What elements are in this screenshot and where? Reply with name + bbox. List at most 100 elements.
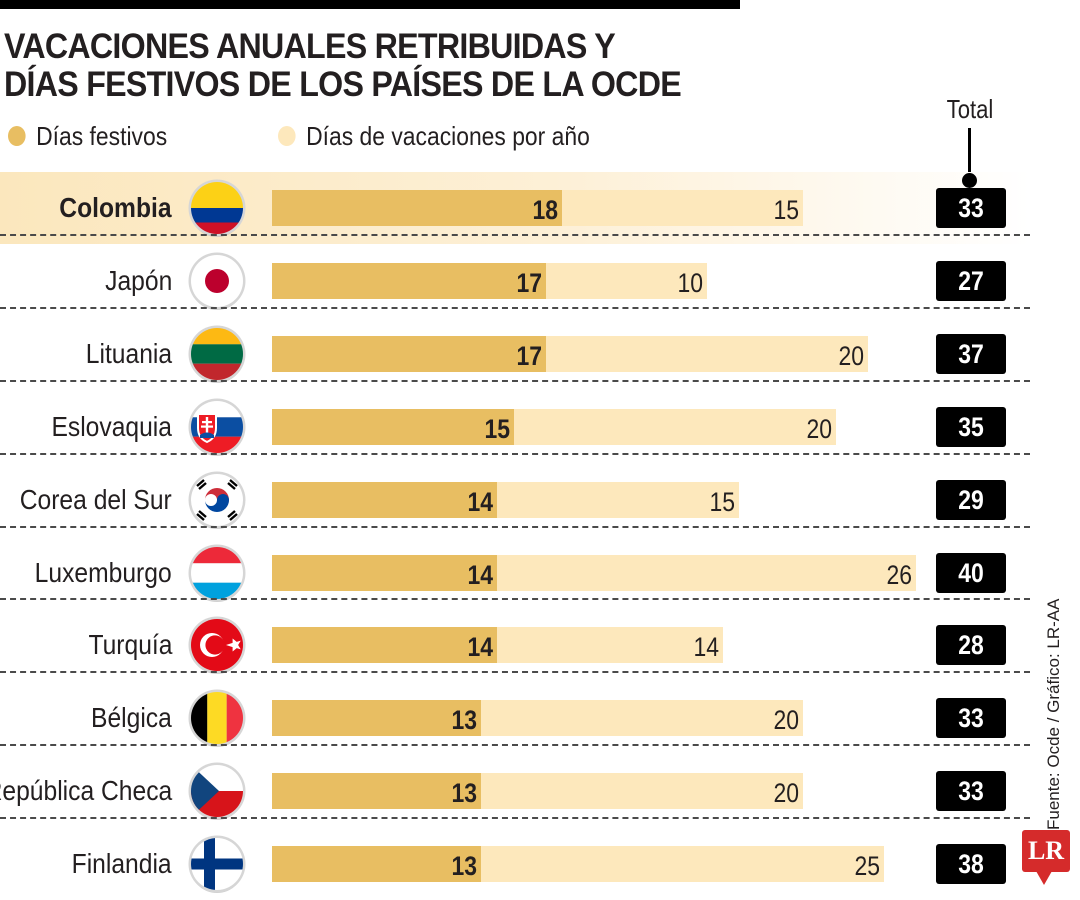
vacation-value-label: 15 bbox=[773, 195, 800, 225]
vacation-value-label: 26 bbox=[886, 559, 912, 590]
row-separator bbox=[0, 452, 1030, 455]
holidays-bar-corea-del-sur bbox=[272, 481, 498, 518]
total-value-label: 33 bbox=[958, 703, 984, 734]
holidays-bar-japon bbox=[272, 262, 546, 299]
row-separator bbox=[0, 233, 1030, 236]
vacation-bar-luxemburgo bbox=[497, 554, 916, 591]
chart-title: VACACIONES ANUALES RETRIBUIDAS Y DÍAS FE… bbox=[4, 27, 682, 104]
holidays-value-label: 17 bbox=[516, 267, 542, 298]
south-korea-flag-icon bbox=[188, 471, 246, 529]
holidays-bar-turquia bbox=[272, 627, 498, 664]
vacation-value-label: 20 bbox=[773, 705, 800, 736]
lithuania-flag-icon bbox=[188, 325, 246, 383]
vacation-bar-colombia bbox=[561, 190, 804, 226]
holidays-value-label: 14 bbox=[467, 559, 494, 590]
vacation-bar-corea-del-sur bbox=[497, 481, 739, 518]
country-label-lituania: Lituania bbox=[85, 337, 172, 369]
total-badge: 27 bbox=[936, 260, 1006, 301]
holidays-value-label: 13 bbox=[451, 778, 478, 809]
total-header-knob bbox=[962, 173, 977, 188]
holidays-bar-belgica bbox=[272, 700, 482, 737]
total-value-label: 40 bbox=[958, 557, 984, 588]
holidays-value-label: 18 bbox=[532, 195, 558, 225]
row-separator bbox=[0, 379, 1030, 382]
row-separator bbox=[0, 598, 1030, 601]
total-value-label: 37 bbox=[958, 338, 984, 369]
vacation-value-label: 10 bbox=[677, 267, 703, 298]
total-value-label: 33 bbox=[958, 776, 984, 807]
country-label-colombia: Colombia bbox=[59, 192, 172, 223]
lr-logo: LR bbox=[1022, 830, 1070, 872]
country-label-japon: Japón bbox=[104, 264, 172, 296]
top-rule bbox=[0, 0, 740, 9]
total-header-tick bbox=[968, 128, 971, 180]
vacation-bar-eslovaquia bbox=[513, 408, 836, 445]
holidays-bar-luxemburgo bbox=[272, 554, 498, 591]
vacation-value-label: 14 bbox=[693, 632, 719, 663]
total-badge: 28 bbox=[936, 625, 1006, 666]
country-label-belgica: Bélgica bbox=[91, 702, 172, 734]
row-separator bbox=[0, 671, 1030, 674]
country-label-finlandia: Finlandia bbox=[71, 848, 172, 880]
total-badge: 33 bbox=[936, 188, 1006, 228]
holidays-bar-colombia bbox=[272, 190, 562, 226]
vacation-bar-belgica bbox=[481, 700, 804, 737]
row-separator bbox=[0, 744, 1030, 747]
country-label-corea-del-sur: Corea del Sur bbox=[19, 483, 172, 515]
source-credit: Fuente: Ocde / Gráfico: LR-AA bbox=[1044, 598, 1063, 830]
total-badge: 40 bbox=[936, 552, 1006, 593]
slovakia-flag-icon bbox=[188, 398, 246, 456]
total-badge: 37 bbox=[936, 333, 1006, 374]
holidays-value-label: 13 bbox=[451, 851, 478, 882]
finland-flag-icon bbox=[188, 835, 246, 894]
holidays-bar-republica-checa bbox=[272, 773, 482, 810]
row-separator bbox=[0, 817, 1030, 820]
total-value-label: 33 bbox=[958, 193, 984, 223]
total-value-label: 28 bbox=[958, 630, 984, 661]
legend-holidays-swatch bbox=[8, 126, 26, 146]
total-value-label: 38 bbox=[958, 849, 984, 880]
vacation-value-label: 15 bbox=[709, 486, 735, 517]
holidays-bar-lituania bbox=[272, 335, 546, 372]
legend-vacation: Días de vacaciones por año bbox=[278, 118, 590, 154]
title-line-1: VACACIONES ANUALES RETRIBUIDAS Y bbox=[4, 27, 616, 66]
legend-vacation-swatch bbox=[278, 126, 296, 146]
holidays-bar-eslovaquia bbox=[272, 408, 514, 445]
row-separator bbox=[0, 306, 1030, 309]
legend-holidays-label: Días festivos bbox=[36, 120, 168, 151]
title-line-2: DÍAS FESTIVOS DE LOS PAÍSES DE LA OCDE bbox=[4, 65, 682, 104]
vacation-bar-turquia bbox=[497, 627, 723, 664]
row-separator bbox=[0, 525, 1030, 528]
country-label-eslovaquia: Eslovaquia bbox=[51, 410, 172, 442]
total-badge: 35 bbox=[936, 406, 1006, 447]
holidays-value-label: 17 bbox=[516, 340, 542, 371]
total-value-label: 29 bbox=[958, 484, 984, 515]
holidays-value-label: 14 bbox=[467, 486, 494, 517]
total-badge: 29 bbox=[936, 479, 1006, 520]
turkey-flag-icon bbox=[188, 616, 246, 675]
country-label-luxemburgo: Luxemburgo bbox=[35, 556, 172, 588]
total-badge: 33 bbox=[936, 771, 1006, 812]
vacation-bar-finlandia bbox=[481, 846, 884, 883]
legend-vacation-label: Días de vacaciones por año bbox=[306, 120, 590, 151]
vacation-bar-republica-checa bbox=[481, 773, 804, 810]
vacation-value-label: 20 bbox=[838, 340, 864, 371]
total-value-label: 35 bbox=[958, 411, 984, 442]
holidays-value-label: 15 bbox=[483, 413, 510, 444]
belgium-flag-icon bbox=[188, 689, 246, 748]
total-value-label: 27 bbox=[958, 265, 984, 296]
country-label-turquia: Turquía bbox=[87, 629, 172, 661]
country-label-republica-checa: República Checa bbox=[0, 775, 172, 807]
vacation-bar-japon bbox=[545, 262, 707, 299]
vacation-bar-lituania bbox=[545, 335, 868, 372]
vacation-value-label: 20 bbox=[773, 778, 800, 809]
holidays-value-label: 14 bbox=[467, 632, 494, 663]
luxembourg-flag-icon bbox=[188, 544, 246, 602]
total-badge: 33 bbox=[936, 698, 1006, 739]
colombia-flag-icon bbox=[188, 179, 246, 237]
total-badge: 38 bbox=[936, 844, 1006, 885]
vacation-value-label: 20 bbox=[805, 413, 832, 444]
lr-logo-tail bbox=[1036, 871, 1052, 885]
legend-holidays: Días festivos bbox=[8, 118, 167, 154]
vacation-value-label: 25 bbox=[854, 851, 880, 882]
